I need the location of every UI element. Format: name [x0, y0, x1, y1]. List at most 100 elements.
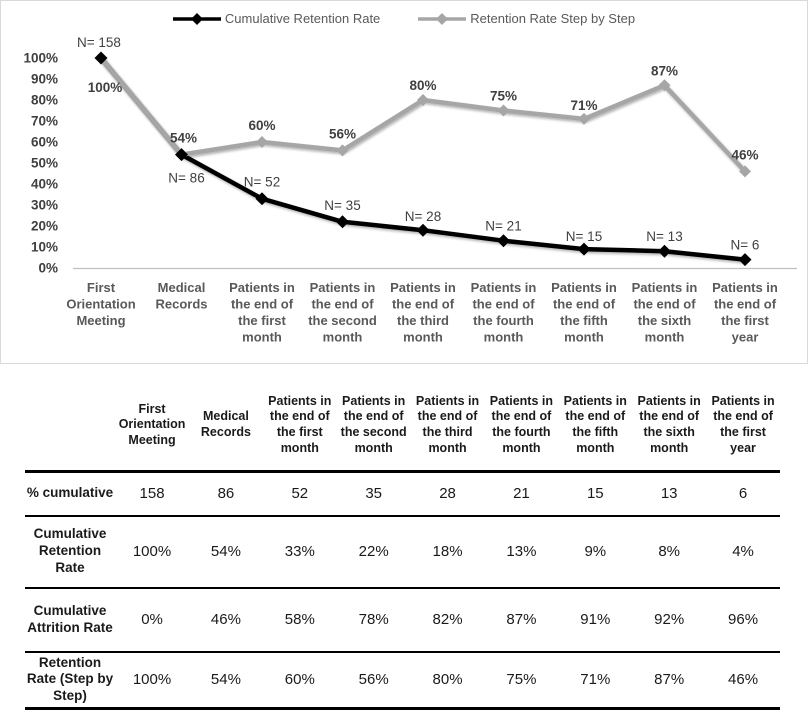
cumulative-retention-marker	[738, 253, 752, 267]
cumulative-retention-data-label: N= 21	[485, 219, 521, 234]
table-col-header: Patients in the end of the second month	[336, 380, 411, 473]
y-tick-label: 0%	[38, 261, 58, 276]
cumulative-retention-marker	[577, 242, 591, 256]
table-cell: 35	[365, 485, 382, 503]
retention-data-table-wrap: First Orientation Meeting Medical Records…	[25, 380, 780, 710]
line-chart: 0% 10% 20% 30% 40% 50% 60% 70% 80% 90% 100% First Or…	[1, 1, 807, 368]
retention-data-table: First Orientation Meeting Medical Records…	[25, 380, 780, 710]
step-retention-data-label: 80%	[409, 78, 436, 93]
step-retention-data-label: 71%	[570, 98, 597, 113]
cumulative-retention-marker	[416, 223, 430, 237]
step-retention-data-label: 54%	[170, 131, 197, 146]
table-col-header: Patients in the end of the fourth month	[484, 380, 559, 473]
y-tick-label: 60%	[31, 135, 58, 150]
x-category-label: the second	[308, 313, 377, 328]
x-category-label: Meeting	[76, 313, 125, 328]
table-row: Cumulative Attrition Rate 0% 46% 58% 78% 82% 8…	[25, 588, 780, 652]
step-retention-line	[99, 56, 747, 173]
cumulative-retention-data-label: N= 13	[646, 229, 682, 244]
table-col-header: Patients in the end of the first year	[706, 380, 780, 473]
y-tick-label: 50%	[31, 156, 58, 171]
step-retention-data-label: 87%	[651, 63, 678, 78]
table-cell: 13	[660, 485, 678, 503]
table-cell: 58%	[284, 611, 315, 628]
legend-item-step-retention: Retention Rate Step by Step	[418, 11, 635, 26]
y-tick-label: 40%	[31, 177, 58, 192]
cumulative-retention-data-label: N= 158	[77, 35, 121, 50]
table-row-label: Retention Rate (Step by Step)	[26, 654, 114, 704]
table-col-header: Patients in the end of the third month	[410, 380, 485, 473]
x-category-label: the end of	[633, 297, 696, 312]
table-cell: 52	[291, 485, 309, 503]
table-cell: 4%	[732, 543, 754, 560]
table-corner-cell	[25, 380, 116, 473]
chart-canvas: 0% 10% 20% 30% 40% 50% 60% 70% 80% 90% 100% First Or…	[23, 35, 797, 345]
table-cell: 18%	[432, 543, 463, 560]
cumulative-retention-data-label: N= 6	[731, 238, 760, 253]
cumulative-retention-data-label: N= 15	[566, 229, 602, 244]
y-tick-label: 80%	[31, 93, 58, 108]
x-category-label: Medical	[158, 280, 206, 295]
table-cell: 86	[217, 485, 235, 503]
x-category-label: the first	[238, 313, 286, 328]
x-category-label: the first	[721, 313, 769, 328]
step-retention-data-label: 56%	[329, 126, 356, 141]
table-cell: 8%	[658, 543, 680, 560]
x-category-label: Patients in	[712, 280, 778, 295]
legend-label-cumulative-retention: Cumulative Retention Rate	[224, 11, 381, 26]
x-category-label: Patients in	[632, 280, 698, 295]
step-retention-data-label: 60%	[248, 118, 275, 133]
legend-label-step-retention: Retention Rate Step by Step	[470, 11, 636, 26]
table-col-header: Medical Records	[188, 380, 263, 473]
table-cell: 87%	[654, 671, 685, 689]
table-cell: 54%	[210, 543, 241, 560]
y-tick-label: 30%	[31, 198, 58, 213]
x-category-label: Patients in	[390, 280, 456, 295]
y-tick-label: 20%	[31, 219, 58, 234]
table-cell: 54%	[210, 671, 241, 689]
table-cell: 28	[439, 485, 456, 503]
step-retention-data-label: 75%	[490, 89, 517, 104]
table-cell: 46%	[728, 671, 759, 689]
table-col-header: First Orientation Meeting	[115, 380, 189, 473]
table-cell: 75%	[506, 671, 537, 689]
table-row-label: % cumulative	[26, 485, 114, 501]
step-retention-data-label: 100%	[88, 80, 123, 95]
x-category-label: the end of	[714, 297, 777, 312]
gray-line-diamond-marker-icon	[418, 12, 467, 25]
y-tick-label: 100%	[23, 51, 58, 66]
table-cell: 71%	[580, 671, 611, 689]
step-retention-marker	[417, 94, 429, 106]
table-row: Cumulative Retention Rate 100% 54% 33% 22% 18…	[25, 516, 780, 588]
step-retention-data-label: 46%	[731, 147, 758, 162]
x-category-label: Patients in	[471, 280, 537, 295]
legend-item-cumulative-retention: Cumulative Retention Rate	[172, 11, 381, 26]
x-category-label: Patients in	[551, 280, 617, 295]
cumulative-retention-marker	[658, 244, 671, 258]
x-category-label: the third	[397, 313, 449, 328]
cumulative-retention-data-label: N= 35	[324, 198, 360, 213]
y-tick-label: 10%	[31, 240, 58, 255]
table-col-header: Patients in the end of the fifth month	[558, 380, 633, 473]
table-cell: 46%	[210, 611, 241, 628]
cumulative-retention-marker	[175, 148, 188, 162]
table-cell: 100%	[132, 543, 172, 560]
table-row: % cumulative 158 86 52 35 28 21 15 13 6	[25, 472, 780, 516]
table-cell: 82%	[432, 611, 463, 628]
y-tick-label: 90%	[31, 72, 58, 87]
step-retention-marker	[256, 136, 268, 148]
x-category-label: year	[732, 330, 759, 345]
table-cell: 87%	[506, 611, 537, 628]
x-category-label: month	[242, 330, 282, 345]
cumulative-retention-data-label: N= 28	[405, 209, 441, 224]
table-col-header: Patients in the end of the sixth month	[632, 380, 707, 473]
retention-chart-panel: Cumulative Retention Rate Retention Rate…	[0, 0, 808, 364]
table-cell: 78%	[358, 611, 389, 628]
table-cell: 21	[513, 485, 530, 503]
x-category-label: month	[564, 330, 604, 345]
x-category-label: Orientation	[66, 297, 135, 312]
x-category-label: the fourth	[473, 313, 534, 328]
table-cell: 9%	[584, 543, 607, 560]
x-category-label: the end of	[392, 297, 455, 312]
x-category-label: month	[484, 330, 524, 345]
